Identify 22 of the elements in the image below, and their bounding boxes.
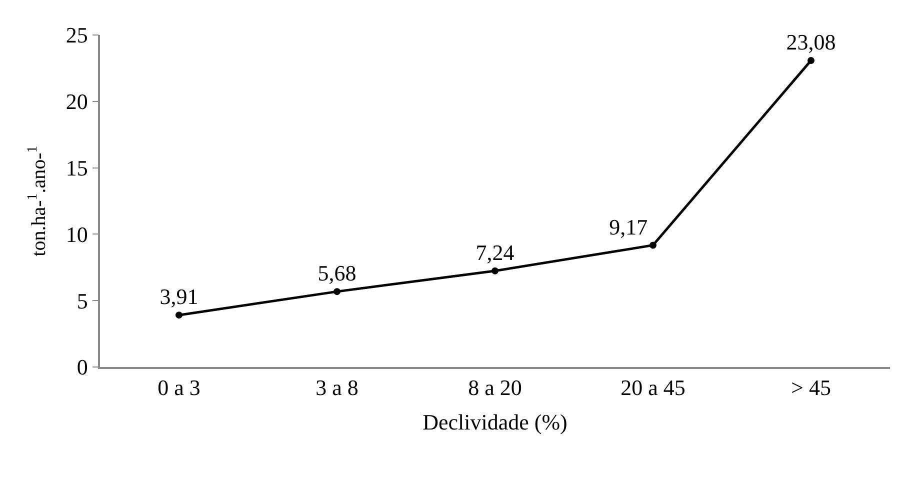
y-tick-label: 15	[66, 156, 88, 180]
y-tick-label: 10	[66, 222, 88, 247]
point	[334, 288, 340, 296]
data-label: 7,24	[476, 240, 514, 265]
point	[176, 312, 182, 319]
x-tick-label: > 45	[791, 375, 831, 400]
x-tick-label: 20 a 45	[620, 375, 686, 400]
y-tick-label: 20	[66, 89, 88, 114]
y-tick-label: 5	[76, 288, 88, 314]
data-label: 5,68	[318, 260, 356, 286]
point	[650, 242, 656, 249]
x-tick-label: 0 a 3	[158, 375, 200, 400]
x-tick-label: 3 a 8	[316, 375, 358, 400]
x-axis-title: Declividade (%)	[422, 410, 568, 435]
point	[808, 57, 814, 64]
data-label: 3,91	[160, 284, 198, 310]
y-tick-label: 0	[76, 354, 88, 380]
x-tick-label: 8 a 20	[468, 375, 522, 400]
point	[492, 267, 498, 274]
data-label: 23,08	[786, 30, 836, 55]
y-tick-label: 25	[66, 22, 88, 48]
data-label: 9,17	[609, 214, 648, 240]
